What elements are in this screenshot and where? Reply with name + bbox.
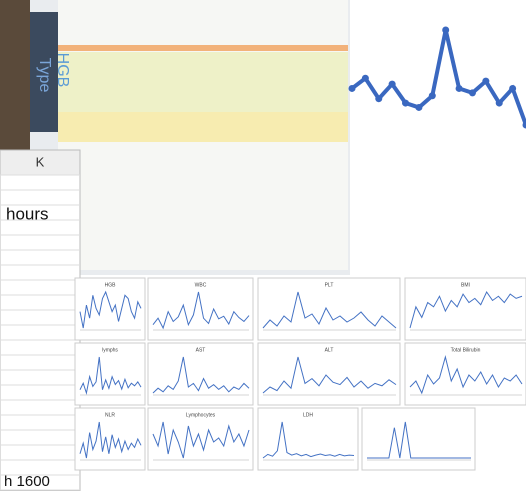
data-point: [389, 81, 396, 88]
data-point: [362, 75, 369, 82]
chart-title: NLR: [105, 412, 115, 418]
chart-title: LDH: [303, 412, 313, 418]
data-point: [442, 27, 449, 34]
cell-text: h 1600: [4, 473, 50, 490]
cell-text: hours: [6, 204, 49, 223]
data-point: [482, 78, 489, 85]
mini-chart: [362, 408, 475, 470]
sheet-panel: [0, 150, 80, 491]
chart-title: Total Bilirubin: [451, 347, 481, 353]
chart-title: PLT: [325, 282, 334, 288]
chart-title: WBC: [195, 282, 207, 288]
data-point: [456, 85, 463, 92]
chart-title: lymphs: [102, 347, 118, 353]
data-point: [469, 89, 476, 96]
highlight-rows: [58, 52, 348, 112]
data-point: [402, 100, 409, 107]
highlight-row: [58, 45, 348, 51]
screenshot: HGB Type K hours h 1600 HGB WBC PLT BMI lymp…: [0, 0, 526, 491]
vertical-label: Type: [36, 58, 53, 93]
data-point: [509, 85, 516, 92]
page: {"sheet":{"vertical_labels":["HGB","Type…: [0, 0, 526, 491]
data-point: [496, 100, 503, 107]
chart-title: ALT: [325, 347, 334, 353]
chart-title: HGB: [105, 282, 117, 288]
vertical-label: HGB: [54, 53, 71, 88]
data-point: [429, 92, 436, 99]
chart-title: AST: [196, 347, 206, 353]
chart-title: Lymphocytes: [186, 412, 216, 418]
column-header: K: [36, 154, 45, 169]
highlight-rows: [58, 112, 348, 142]
photo-edge: [0, 0, 30, 150]
data-point: [415, 104, 422, 111]
chart-title: BMI: [461, 282, 470, 288]
data-point: [349, 85, 356, 92]
data-point: [375, 95, 382, 102]
